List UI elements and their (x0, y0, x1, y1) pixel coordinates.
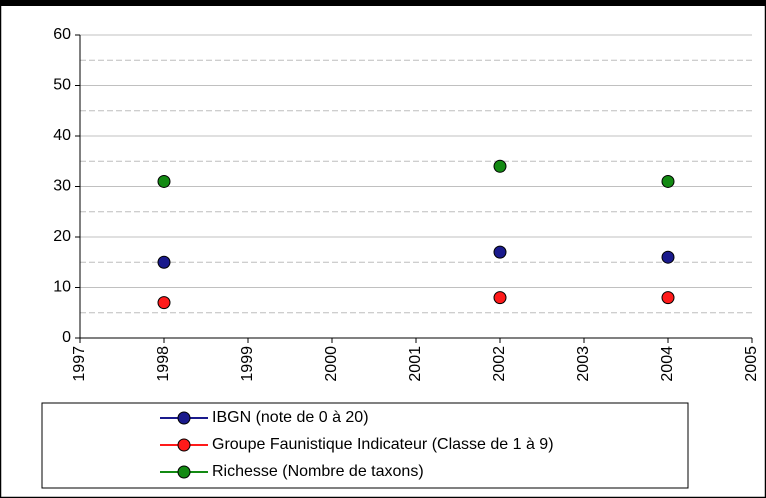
y-tick-label: 10 (53, 279, 71, 296)
x-tick-label: 1997 (71, 346, 88, 382)
x-tick-label: 2002 (491, 346, 508, 382)
y-tick-label: 0 (62, 329, 71, 346)
x-tick-label: 2005 (743, 346, 760, 382)
legend-marker (177, 411, 191, 425)
legend-box (41, 402, 689, 489)
marker (661, 174, 675, 188)
marker (661, 291, 675, 305)
y-tick-label: 40 (53, 127, 71, 144)
legend-marker (177, 438, 191, 452)
x-tick-label: 2001 (407, 346, 424, 382)
legend-marker (177, 465, 191, 479)
marker (493, 245, 507, 259)
frame-top (0, 0, 766, 6)
marker (493, 291, 507, 305)
y-tick-label: 50 (53, 77, 71, 94)
marker (661, 250, 675, 264)
x-tick-label: 2004 (659, 346, 676, 382)
marker (493, 159, 507, 173)
x-tick-label: 2003 (575, 346, 592, 382)
marker (157, 296, 171, 310)
marker (157, 174, 171, 188)
legend-label: IBGN (note de 0 à 20) (212, 409, 369, 426)
y-tick-label: 60 (53, 26, 71, 43)
legend-label: Richesse (Nombre de taxons) (212, 463, 424, 480)
y-tick-label: 20 (53, 228, 71, 245)
x-tick-label: 1999 (239, 346, 256, 382)
legend-label: Groupe Faunistique Indicateur (Classe de… (212, 436, 554, 453)
x-tick-label: 1998 (155, 346, 172, 382)
x-tick-label: 2000 (323, 346, 340, 382)
marker (157, 255, 171, 269)
y-tick-label: 30 (53, 178, 71, 195)
